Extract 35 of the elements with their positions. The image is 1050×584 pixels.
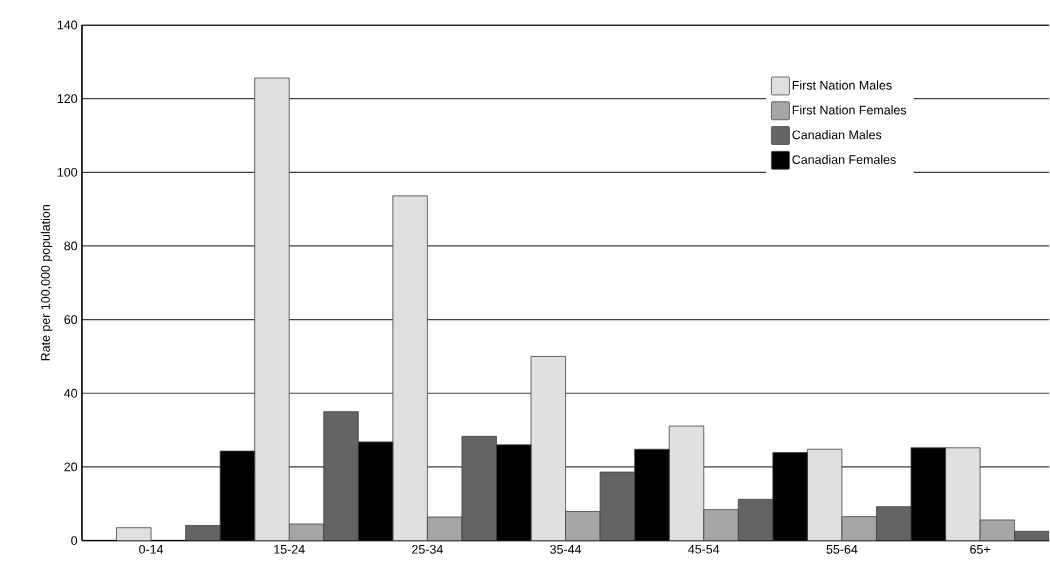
bar bbox=[841, 516, 877, 541]
bar bbox=[806, 449, 843, 541]
y-tick-label: 100 bbox=[57, 168, 78, 177]
x-tick-label: 45-54 bbox=[688, 545, 720, 554]
bar bbox=[530, 356, 566, 541]
x-tick-label: 25-34 bbox=[412, 545, 443, 554]
x-tick-label: 0-14 bbox=[139, 545, 164, 554]
bar bbox=[219, 450, 256, 541]
legend-label: Canadian Males bbox=[792, 130, 882, 140]
x-tick-label: 55-64 bbox=[826, 545, 858, 554]
y-tick-label: 140 bbox=[57, 20, 78, 30]
bar bbox=[254, 77, 290, 541]
legend-label: Canadian Females bbox=[792, 155, 896, 165]
bar bbox=[910, 447, 946, 541]
bar bbox=[392, 195, 428, 541]
legend-label: First Nation Females bbox=[792, 105, 907, 115]
bar bbox=[945, 447, 981, 541]
y-tick-label: 60 bbox=[64, 315, 78, 325]
y-tick-label: 0 bbox=[71, 536, 78, 546]
y-tick-label: 40 bbox=[64, 389, 78, 398]
x-tick-label: 35-44 bbox=[550, 545, 582, 554]
x-tick-label: 65+ bbox=[970, 545, 991, 554]
y-tick-label: 20 bbox=[64, 462, 78, 472]
x-tick-label: 15-24 bbox=[274, 545, 305, 554]
y-axis-title: Rate per 100,000 population bbox=[40, 205, 53, 361]
legend-label: First Nation Males bbox=[792, 80, 892, 90]
bar bbox=[668, 425, 705, 541]
bar bbox=[703, 509, 739, 541]
bar bbox=[634, 449, 670, 541]
y-tick-label: 120 bbox=[57, 94, 78, 104]
y-tick-label: 80 bbox=[64, 241, 78, 251]
bar bbox=[357, 441, 394, 541]
bar bbox=[496, 444, 532, 541]
bar bbox=[772, 452, 808, 541]
bar bbox=[565, 511, 601, 541]
